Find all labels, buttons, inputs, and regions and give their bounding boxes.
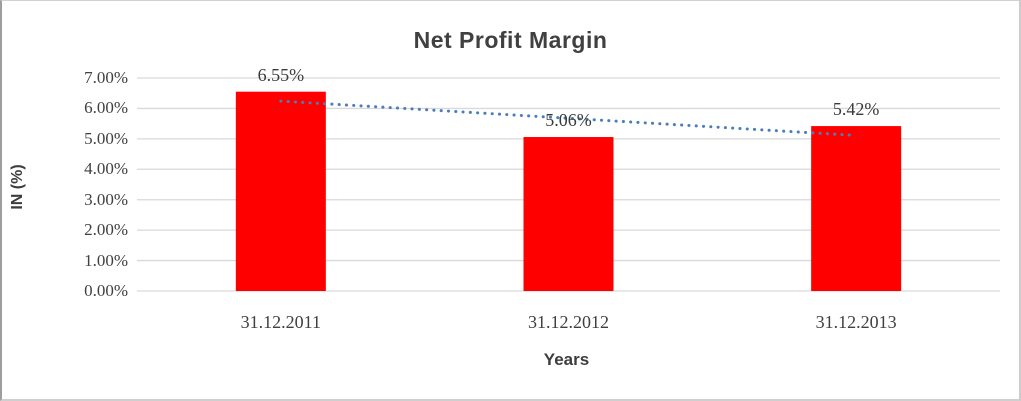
- y-tick-label: 4.00%: [84, 159, 128, 179]
- x-tick-label: 31.12.2012: [528, 312, 609, 332]
- y-tick-label: 5.00%: [84, 128, 128, 148]
- bar-value-label: 5.06%: [545, 110, 592, 131]
- y-tick-label: 2.00%: [84, 220, 128, 240]
- y-tick-label: 1.00%: [84, 250, 128, 270]
- y-tick-label: 6.00%: [84, 98, 128, 118]
- bar-31.12.2012: [523, 137, 614, 291]
- bar-31.12.2011: [235, 91, 326, 291]
- bar-31.12.2013: [811, 126, 902, 291]
- x-axis-title: Years: [543, 350, 590, 369]
- x-tick-label: 31.12.2011: [240, 312, 321, 332]
- y-tick-label: 7.00%: [84, 68, 128, 87]
- y-tick-label: 0.00%: [84, 281, 128, 300]
- y-tick-label: 3.00%: [84, 189, 128, 209]
- chart-title: Net Profit Margin: [413, 27, 608, 53]
- bar-value-label: 6.55%: [257, 64, 305, 85]
- x-tick-label: 31.12.2013: [815, 312, 897, 332]
- trendline: [279, 99, 858, 137]
- bar-value-label: 5.42%: [832, 99, 880, 120]
